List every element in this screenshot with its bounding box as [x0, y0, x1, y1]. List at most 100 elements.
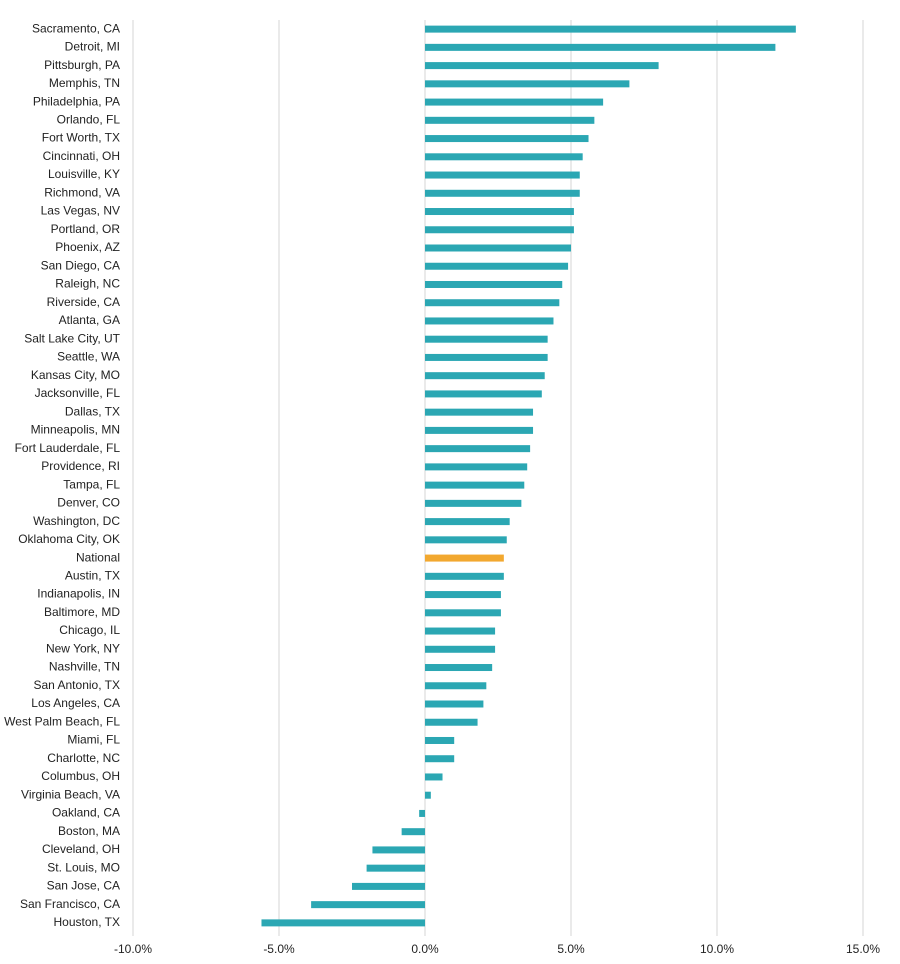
bar — [311, 901, 425, 909]
bar — [425, 791, 431, 799]
bar — [425, 262, 569, 270]
x-tick-label: 0.0% — [411, 942, 439, 956]
bar — [425, 426, 534, 434]
bar — [425, 335, 548, 343]
y-tick-label: St. Louis, MO — [47, 860, 120, 874]
bar — [425, 591, 501, 599]
bar — [425, 280, 563, 288]
y-tick-label: Fort Lauderdale, FL — [15, 441, 121, 455]
bar — [425, 390, 542, 398]
y-tick-label: Houston, TX — [54, 915, 120, 929]
y-tick-label: Austin, TX — [65, 568, 120, 582]
bar — [425, 353, 548, 361]
bar — [425, 736, 455, 744]
y-tick-label: Pittsburgh, PA — [44, 58, 120, 72]
y-tick-label: Phoenix, AZ — [55, 240, 120, 254]
bar — [425, 627, 496, 635]
y-tick-label: Dallas, TX — [65, 404, 120, 418]
bar — [425, 718, 478, 726]
y-tick-label: Washington, DC — [33, 514, 120, 528]
y-tick-label: Raleigh, NC — [55, 277, 120, 291]
bar — [425, 116, 595, 124]
y-tick-label: Portland, OR — [51, 222, 121, 236]
y-tick-label: Kansas City, MO — [31, 368, 120, 382]
y-tick-label: Columbus, OH — [41, 769, 120, 783]
y-tick-label: Nashville, TN — [49, 660, 120, 674]
bar — [425, 62, 659, 70]
bar — [425, 463, 528, 471]
bar — [425, 554, 504, 562]
y-tick-label: Minneapolis, MN — [31, 423, 120, 437]
y-tick-label: San Diego, CA — [41, 258, 120, 272]
bar — [425, 317, 554, 325]
x-tick-label: -5.0% — [263, 942, 295, 956]
y-tick-label: Miami, FL — [67, 733, 120, 747]
bar — [425, 481, 525, 489]
bar — [425, 755, 455, 763]
bar — [425, 171, 580, 179]
y-tick-label: West Palm Beach, FL — [4, 714, 120, 728]
bar — [425, 226, 574, 234]
bar — [425, 408, 534, 416]
y-tick-label: Oklahoma City, OK — [18, 532, 120, 546]
bar — [425, 664, 493, 672]
bar — [425, 609, 501, 617]
y-tick-label: Las Vegas, NV — [41, 204, 120, 218]
y-tick-label: Sacramento, CA — [32, 21, 120, 35]
y-tick-label: Fort Worth, TX — [42, 131, 120, 145]
y-tick-label: Richmond, VA — [44, 185, 120, 199]
x-tick-label: 5.0% — [557, 942, 585, 956]
bar — [425, 499, 522, 507]
y-tick-label: Charlotte, NC — [47, 751, 120, 765]
bar — [261, 919, 425, 927]
bar — [425, 700, 484, 708]
y-tick-label: Tampa, FL — [63, 477, 120, 491]
x-tick-label: 15.0% — [846, 942, 880, 956]
y-tick-label: Detroit, MI — [65, 40, 120, 54]
y-tick-label: Indianapolis, IN — [37, 587, 120, 601]
y-tick-label: San Francisco, CA — [20, 897, 120, 911]
y-tick-label: Philadelphia, PA — [33, 94, 120, 108]
bar — [425, 572, 504, 580]
bar — [425, 536, 507, 544]
y-tick-label: Louisville, KY — [48, 167, 120, 181]
y-tick-label: San Jose, CA — [47, 879, 120, 893]
y-tick-label: Atlanta, GA — [59, 313, 120, 327]
y-tick-label: Chicago, IL — [59, 623, 120, 637]
bar — [425, 773, 443, 781]
y-tick-label: New York, NY — [46, 641, 120, 655]
bar — [425, 244, 571, 252]
bar — [425, 98, 604, 106]
y-tick-label: Seattle, WA — [57, 350, 120, 364]
x-tick-label: -10.0% — [114, 942, 152, 956]
bar — [425, 135, 589, 143]
bar — [401, 828, 425, 836]
bar — [425, 80, 630, 88]
y-tick-label: Oakland, CA — [52, 806, 120, 820]
bar — [372, 846, 425, 854]
y-tick-label: National — [76, 550, 120, 564]
y-tick-label: Providence, RI — [41, 459, 120, 473]
bar — [425, 43, 776, 51]
bar — [425, 682, 487, 690]
y-tick-label: Jacksonville, FL — [35, 386, 121, 400]
bar — [419, 809, 425, 817]
y-tick-label: Salt Lake City, UT — [24, 331, 120, 345]
y-tick-label: Virginia Beach, VA — [21, 787, 120, 801]
y-tick-label: San Antonio, TX — [33, 678, 120, 692]
bar — [425, 445, 531, 453]
y-tick-label: Memphis, TN — [49, 76, 120, 90]
bar — [425, 208, 574, 216]
x-tick-label: 10.0% — [700, 942, 734, 956]
bar — [425, 518, 510, 526]
bar — [425, 299, 560, 307]
bar — [425, 25, 796, 33]
y-tick-label: Cincinnati, OH — [43, 149, 120, 163]
bar — [425, 645, 496, 653]
y-tick-label: Cleveland, OH — [42, 842, 120, 856]
bar — [425, 189, 580, 197]
y-tick-label: Orlando, FL — [57, 112, 121, 126]
y-tick-label: Boston, MA — [58, 824, 120, 838]
